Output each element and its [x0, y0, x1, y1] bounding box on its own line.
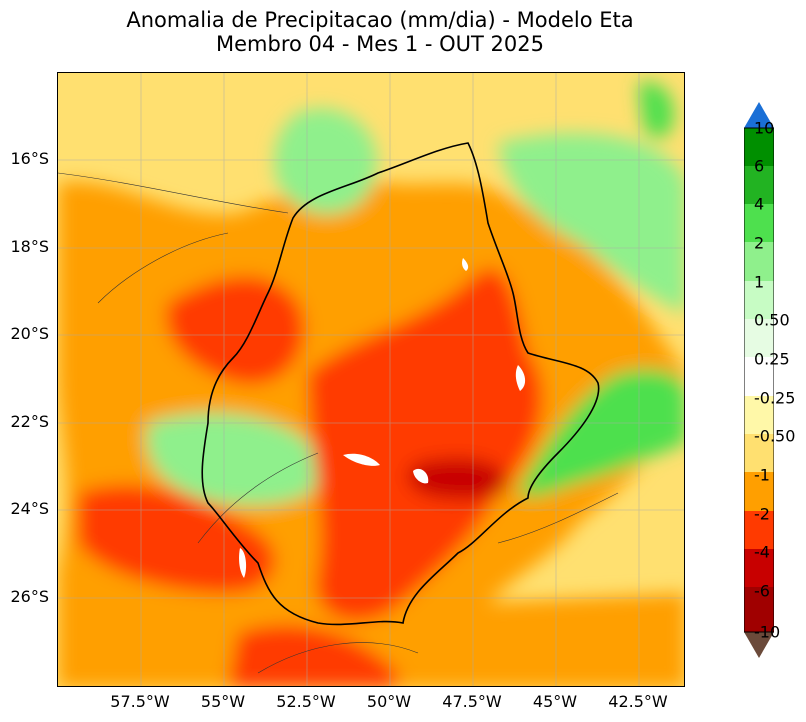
lat-label: 22°S	[10, 412, 49, 431]
colorbar-segment	[744, 281, 774, 319]
state-boundaries	[58, 172, 619, 674]
lon-label: 52.5°W	[276, 692, 336, 711]
region-outline	[201, 142, 600, 626]
lat-label: 20°S	[10, 324, 49, 343]
colorbar-segment	[744, 242, 774, 281]
colorbar-label: 10	[754, 118, 775, 138]
colorbar-label: 4	[754, 194, 765, 214]
graticule	[58, 73, 684, 686]
colorbar-segment	[744, 587, 774, 632]
colorbar-label: -0.25	[754, 388, 796, 408]
precipitation-anomaly-map	[57, 72, 685, 687]
lon-label: 45°W	[532, 692, 578, 711]
anomaly-area-minus2	[228, 625, 398, 686]
chart-title-line1: Anomalia de Precipitacao (mm/dia) - Mode…	[126, 8, 634, 32]
colorbar-segment	[744, 204, 774, 242]
anomaly-area-plus1	[498, 133, 684, 313]
lat-label: 24°S	[10, 499, 49, 518]
lon-label: 47.5°W	[442, 692, 502, 711]
colorbar-label: 0.50	[754, 310, 790, 330]
colorbar-label: 6	[754, 156, 765, 176]
colorbar-segment	[744, 472, 774, 511]
colorbar	[744, 102, 774, 658]
colorbar-label: -4	[754, 542, 770, 562]
anomaly-area-minus2	[78, 485, 275, 593]
colorbar-label: -6	[754, 581, 770, 601]
lat-label: 18°S	[10, 237, 49, 256]
anomaly-area-minus2	[308, 268, 543, 621]
colorbar-label: 0.25	[754, 349, 790, 369]
lat-label: 26°S	[10, 587, 49, 606]
lon-label: 50°W	[366, 692, 412, 711]
colorbar-segment	[744, 128, 774, 166]
anomaly-area-plus2	[638, 82, 674, 138]
map-canvas	[58, 73, 684, 686]
anomaly-area-minus2	[166, 276, 305, 385]
colorbar-segment	[744, 396, 774, 434]
colorbar-label: -1	[754, 465, 770, 485]
lon-label: 55°W	[200, 692, 246, 711]
colorbar-label: -10	[754, 622, 781, 642]
reservoirs	[239, 258, 526, 578]
colorbar-segment	[744, 357, 774, 396]
colorbar-segment	[744, 549, 774, 587]
colorbar-segment	[744, 511, 774, 549]
chart-title-line2: Membro 04 - Mes 1 - OUT 2025	[216, 32, 544, 56]
colorbar-segment	[744, 434, 774, 472]
lon-label: 57.5°W	[110, 692, 170, 711]
colorbar-extend-min	[744, 632, 774, 658]
lon-label: 42.5°W	[608, 692, 668, 711]
colorbar-label: 2	[754, 233, 765, 253]
anomaly-area-minus4	[407, 458, 509, 500]
colorbar-segment	[744, 319, 774, 357]
anomaly-area-plus2	[518, 369, 684, 498]
colorbar-label: 1	[754, 272, 765, 292]
colorbar-segment	[744, 166, 774, 204]
anomaly-area-plus1	[274, 108, 378, 215]
anomaly-area-plus1	[146, 413, 323, 506]
lat-label: 16°S	[10, 149, 49, 168]
colorbar-label: -2	[754, 504, 770, 524]
colorbar-label: -0.50	[754, 426, 796, 446]
colorbar-extend-max	[744, 102, 774, 128]
